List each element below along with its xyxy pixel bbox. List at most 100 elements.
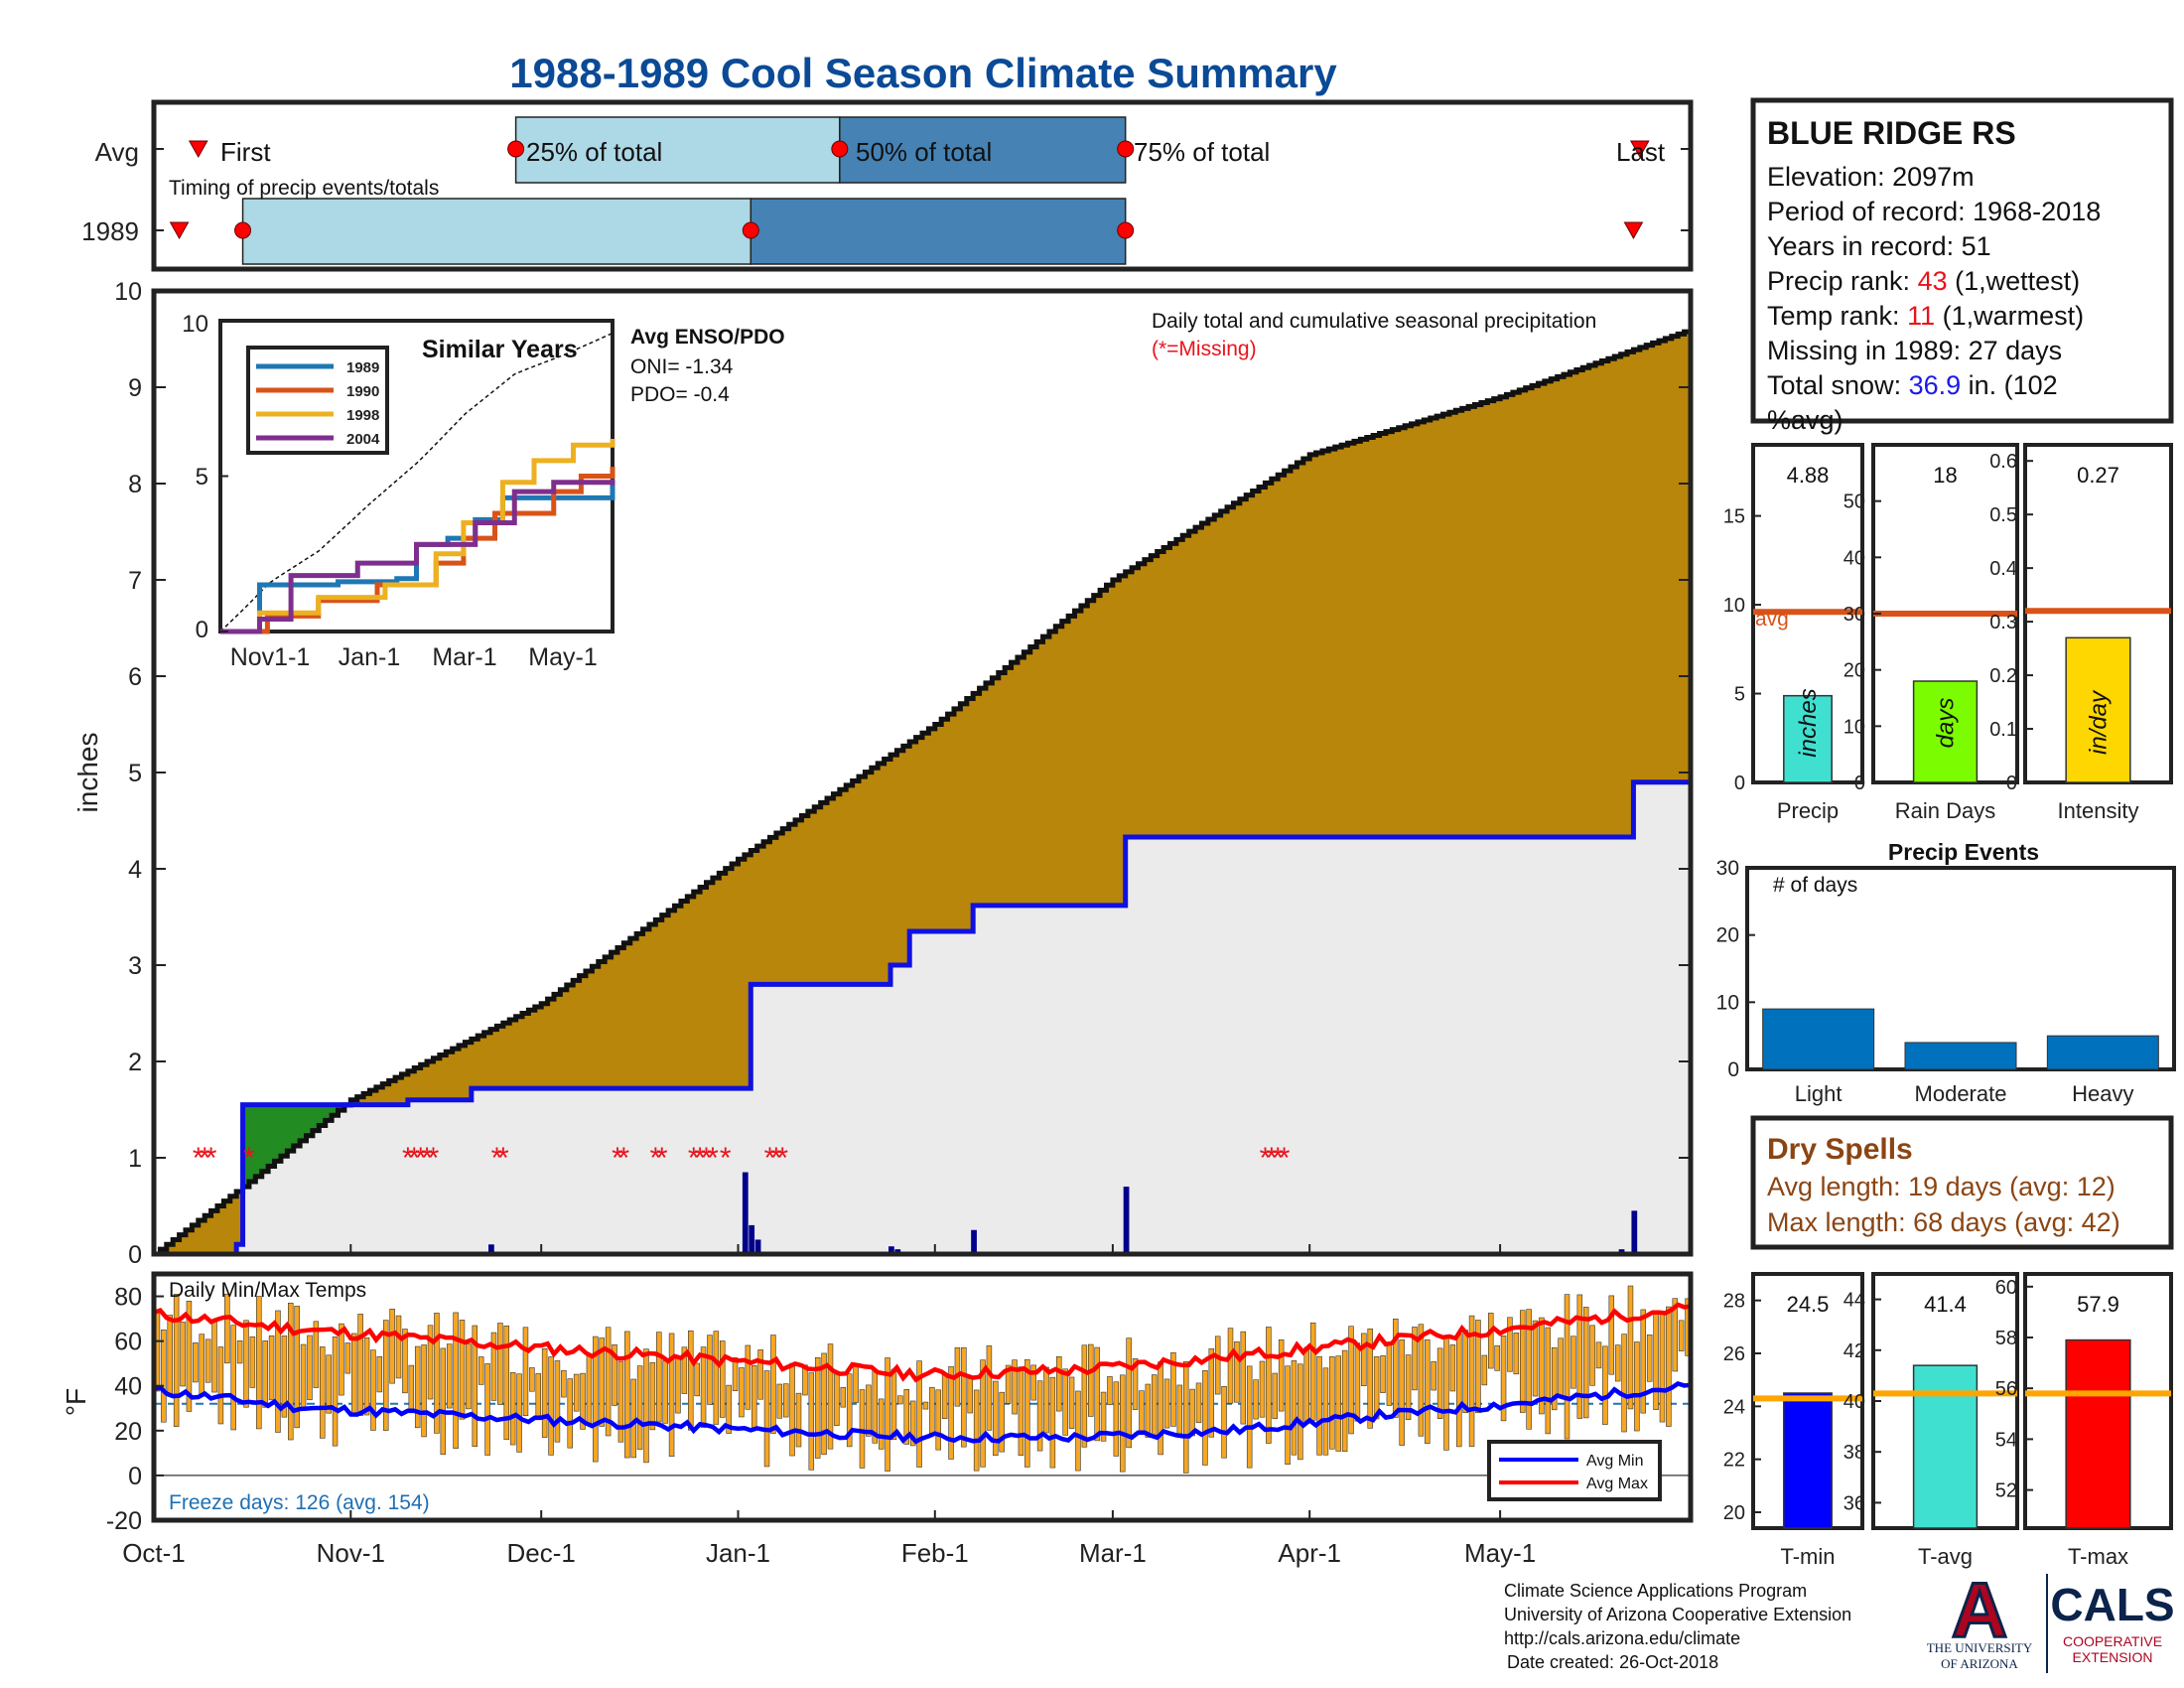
daily-temp-bar <box>1666 1306 1672 1427</box>
precip-rank-value: 43 <box>1918 266 1948 296</box>
precip-total-y-tick-label: 5 <box>1734 684 1745 706</box>
timing-q75-label: 75% of total <box>1134 137 1270 167</box>
daily-temp-bar <box>675 1356 681 1414</box>
daily-precip-bar <box>749 1224 755 1254</box>
daily-temp-bar <box>732 1357 739 1391</box>
inset-title: Similar Years <box>422 336 578 363</box>
temp-label: Daily Min/Max Temps <box>169 1279 366 1302</box>
daily-temp-bar <box>1582 1307 1589 1419</box>
daily-temp-bar <box>757 1349 763 1400</box>
rain-days-y-tick-label: 10 <box>1843 716 1865 738</box>
precip-y-tick-label: 10 <box>114 278 142 306</box>
daily-temp-bar <box>840 1386 847 1408</box>
daily-temp-bar <box>1176 1384 1183 1435</box>
daily-temp-bar <box>1018 1366 1024 1457</box>
daily-temp-bar <box>1361 1333 1367 1386</box>
t-avg-y-tick-label: 40 <box>1843 1391 1865 1413</box>
precip-total-y-tick-label: 10 <box>1723 595 1745 617</box>
daily-temp-bar <box>1303 1346 1309 1424</box>
daily-temp-bar <box>1354 1342 1361 1422</box>
daily-temp-bar <box>745 1344 751 1410</box>
cals-text: CALS <box>2050 1579 2174 1630</box>
temp-y-ticks: -20 0 20 40 60 80 <box>106 1284 164 1535</box>
daily-temp-bar <box>1266 1327 1272 1444</box>
events-category-label: Light <box>1795 1081 1843 1106</box>
dry-spells-frame <box>1750 1115 2174 1250</box>
daily-temp-bar <box>332 1336 339 1447</box>
missing-day-marker: * <box>1260 1142 1272 1175</box>
temp-y-tick-label: -20 <box>106 1507 142 1535</box>
daily-temp-bar <box>262 1340 268 1408</box>
daily-temp-bar <box>236 1339 243 1364</box>
daily-precip-bar <box>971 1229 977 1254</box>
daily-temp-bar <box>1526 1309 1532 1430</box>
daily-temp-bar <box>700 1346 707 1428</box>
daily-temp-bar <box>980 1359 986 1468</box>
precip-y-tick-label: 9 <box>128 374 142 402</box>
daily-temp-bar <box>1259 1360 1266 1418</box>
daily-temp-bar <box>1214 1336 1221 1395</box>
precip-y-tick-label: 4 <box>128 856 142 884</box>
daily-temp-bar <box>649 1361 656 1431</box>
t-avg-y-tick-label: 42 <box>1843 1340 1865 1362</box>
daily-temp-bar <box>890 1368 897 1441</box>
daily-temp-bar <box>1436 1347 1443 1419</box>
avg-q25-marker <box>507 140 525 158</box>
timing-q25-label: 25% of total <box>526 137 662 167</box>
precip-total-label: Precip <box>1777 798 1839 823</box>
rain-days-y-tick-label: 40 <box>1843 547 1865 569</box>
daily-temp-bar <box>1139 1390 1145 1432</box>
y1989-q2-bar <box>750 198 1127 265</box>
daily-temp-bar <box>1659 1311 1666 1423</box>
events-category-label: Heavy <box>2072 1081 2133 1106</box>
daily-temp-bar <box>1227 1328 1234 1404</box>
daily-temp-bar <box>1030 1364 1036 1401</box>
footer-line1: Climate Science Applications Program <box>1504 1581 1807 1601</box>
daily-temp-bar <box>440 1347 447 1456</box>
daily-temp-bar <box>1462 1330 1468 1414</box>
daily-temp-bar <box>1056 1355 1062 1412</box>
events-title: Precip Events <box>1888 839 2039 865</box>
y1989-q75-marker <box>1117 221 1135 239</box>
daily-temp-bar <box>605 1327 612 1437</box>
precip-y-tick-label: 7 <box>128 567 142 595</box>
inset-series-1990 <box>220 467 615 634</box>
footer-line4: Date created: 26-Oct-2018 <box>1507 1652 1718 1672</box>
avg-min-line <box>153 1381 1692 1445</box>
legend-avg-max: Avg Max <box>1586 1476 1648 1492</box>
daily-temp-bar <box>370 1349 376 1431</box>
precip-y-label: inches <box>72 733 103 813</box>
daily-precip-bar <box>754 1239 761 1254</box>
daily-temp-bar <box>1012 1359 1018 1415</box>
daily-temp-bar <box>161 1329 167 1423</box>
enso-oni: ONI= -1.34 <box>630 355 734 378</box>
t-avg-label: T-avg <box>1918 1544 1973 1569</box>
missing-day-marker: * <box>764 1142 776 1175</box>
daily-temp-bar <box>490 1332 497 1401</box>
t-max-value: 57.9 <box>2077 1292 2119 1317</box>
footer-line2: University of Arizona Cooperative Extens… <box>1504 1605 1851 1624</box>
daily-temp-bar <box>497 1323 503 1405</box>
daily-temp-bar <box>1132 1358 1139 1410</box>
daily-temp-bar <box>859 1389 866 1469</box>
daily-temp-bar <box>593 1336 599 1463</box>
snow-value: 36.9 <box>1909 370 1962 400</box>
station-frame <box>1750 97 2174 424</box>
intensity-y-tick-label: 0 <box>2006 773 2017 794</box>
x-tick-label: Feb-1 <box>901 1538 969 1568</box>
inset-series-2004 <box>220 480 615 634</box>
t-avg-y-tick-label: 38 <box>1843 1442 1865 1464</box>
t-max-y-tick-label: 52 <box>1995 1480 2017 1502</box>
daily-temp-bar <box>1348 1326 1354 1435</box>
daily-temp-bar <box>1297 1363 1303 1461</box>
station-years: Years in record: 51 <box>1767 231 1991 261</box>
daily-temp-bar <box>1221 1386 1227 1459</box>
x-tick-label: Jan-1 <box>706 1538 770 1568</box>
precip-annotation: Daily total and cumulative seasonal prec… <box>1152 310 1596 333</box>
daily-temp-bar <box>1341 1349 1348 1452</box>
daily-temp-bar <box>1481 1354 1488 1386</box>
university-of-arizona-logo: A THE UNIVERSITY OF ARIZONA <box>1927 1565 2033 1672</box>
t-min-value: 24.5 <box>1787 1292 1830 1317</box>
avg-q75-marker <box>1117 140 1135 158</box>
daily-temp-bar <box>1678 1320 1685 1351</box>
